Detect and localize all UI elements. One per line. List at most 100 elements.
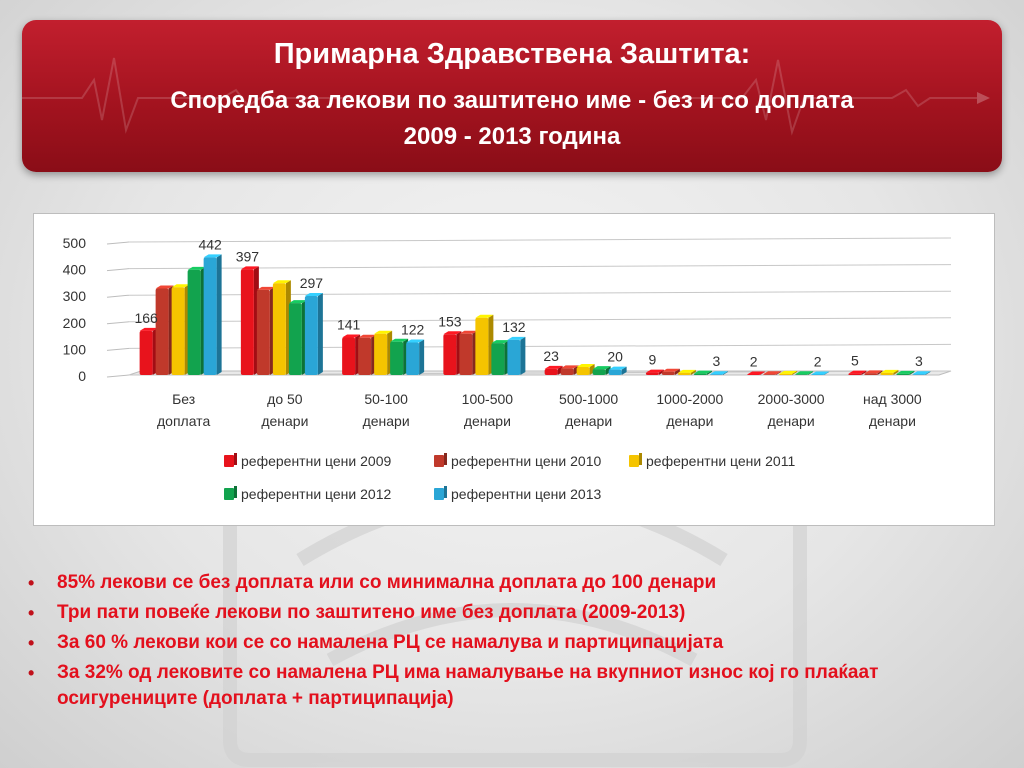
bar-side <box>792 370 798 375</box>
legend-label: референтни цени 2011 <box>646 453 795 469</box>
x-tick-label: над 3000 <box>863 391 922 407</box>
data-label: 122 <box>401 322 425 338</box>
bar <box>544 368 558 375</box>
bar-top <box>763 371 782 375</box>
bar <box>848 373 862 375</box>
bar-side <box>824 371 830 375</box>
bar-top <box>848 370 867 374</box>
bar-top <box>272 280 291 284</box>
bullet-dot-icon: • <box>28 663 35 683</box>
bullet-dot-icon: • <box>28 573 35 593</box>
title-banner: Примарна Здравствена Заштита: Споредба з… <box>22 20 1002 172</box>
bar <box>608 369 622 375</box>
x-tick-label: денари <box>768 413 815 429</box>
legend-swatch-side <box>234 453 237 465</box>
gridline-depth <box>106 321 130 325</box>
gridline <box>128 237 952 243</box>
bar-side <box>317 292 323 375</box>
bar-top <box>645 369 664 373</box>
data-label: 141 <box>337 316 361 332</box>
bar <box>187 269 201 375</box>
bar <box>374 333 388 375</box>
bar-top <box>592 366 611 370</box>
x-tick-label: денари <box>869 413 916 429</box>
bar <box>677 372 691 375</box>
x-tick-label: денари <box>363 413 410 429</box>
bar-side <box>776 371 782 375</box>
bar <box>342 337 356 375</box>
bullet-item: • Три пати повеќе лекови по заштитено име… <box>28 600 988 626</box>
gridline-depth <box>106 241 130 245</box>
bullet-item: • 85% лекови се без доплата или со минима… <box>28 570 988 596</box>
bar <box>358 337 372 375</box>
legend-swatch <box>224 455 234 467</box>
bar <box>576 367 590 375</box>
bar <box>139 330 153 375</box>
bar-top <box>187 266 206 270</box>
bar <box>272 283 286 375</box>
bar <box>459 333 473 375</box>
bar-side <box>861 370 867 375</box>
bar <box>475 317 489 375</box>
data-label: 3 <box>915 353 923 369</box>
bar-side <box>520 336 526 375</box>
data-label: 2 <box>814 353 822 369</box>
bar-top <box>693 370 712 374</box>
bar-top <box>139 327 158 331</box>
data-label: 297 <box>300 275 324 291</box>
bar-top <box>203 254 222 258</box>
bar-side <box>706 370 712 375</box>
bar-top <box>608 366 627 370</box>
x-tick-label: 2000-3000 <box>758 391 825 407</box>
page-years: 2009 - 2013 година <box>403 123 621 150</box>
bar-top <box>459 330 478 334</box>
bar-top <box>560 365 579 369</box>
gridline <box>128 264 952 270</box>
bar-top <box>443 331 462 335</box>
gridline-depth <box>106 268 130 272</box>
bar <box>491 343 505 375</box>
y-tick-label: 100 <box>63 341 87 357</box>
bullet-text: 85% лекови се без доплата или со минимал… <box>57 572 717 593</box>
legend-swatch <box>434 488 444 500</box>
bar-top <box>896 370 915 374</box>
bar-top <box>912 371 931 375</box>
bar-top <box>342 334 361 338</box>
bar <box>304 295 318 375</box>
gridline-depth <box>106 294 130 298</box>
page-title: Примарна Здравствена Заштита: <box>273 38 751 70</box>
bar <box>155 288 169 375</box>
bar <box>795 374 809 375</box>
x-tick-label: денари <box>464 413 511 429</box>
chart-panel: 0 100 200 300 400 500 Без доплата до 50 денари 50-… <box>33 213 995 526</box>
legend-swatch <box>629 455 639 467</box>
data-label: 5 <box>851 353 859 369</box>
bar-side <box>909 370 915 375</box>
bullet-list: • 85% лекови се без доплата или со минима… <box>28 570 988 716</box>
legend-swatch-side <box>444 486 447 498</box>
bullet-item: • За 32% од лековите со намалена РЦ има н… <box>28 660 988 712</box>
bar-top <box>155 285 174 289</box>
x-tick-label: 500-1000 <box>559 391 618 407</box>
bar-side <box>621 366 627 375</box>
data-label: 23 <box>543 348 559 364</box>
bar-top <box>864 370 883 374</box>
bar <box>811 374 825 375</box>
legend-label: референтни цени 2010 <box>451 453 601 469</box>
x-tick-label: 1000-2000 <box>656 391 723 407</box>
y-tick-label: 0 <box>78 368 86 384</box>
bar-side <box>690 369 696 375</box>
legend-swatch <box>224 488 234 500</box>
legend-label: референтни цени 2012 <box>241 486 391 502</box>
bar <box>661 371 675 375</box>
y-tick-label: 400 <box>63 262 87 278</box>
bar-side <box>216 254 222 375</box>
bar-top <box>240 266 259 270</box>
bar-side <box>925 371 931 375</box>
bar <box>880 372 894 375</box>
page-subtitle: Споредба за лекови по заштитено име - бе… <box>170 87 854 114</box>
x-tick-label: до 50 <box>267 391 303 407</box>
y-tick-label: 200 <box>63 315 87 331</box>
bar-top <box>256 286 275 290</box>
bar-top <box>358 334 377 338</box>
